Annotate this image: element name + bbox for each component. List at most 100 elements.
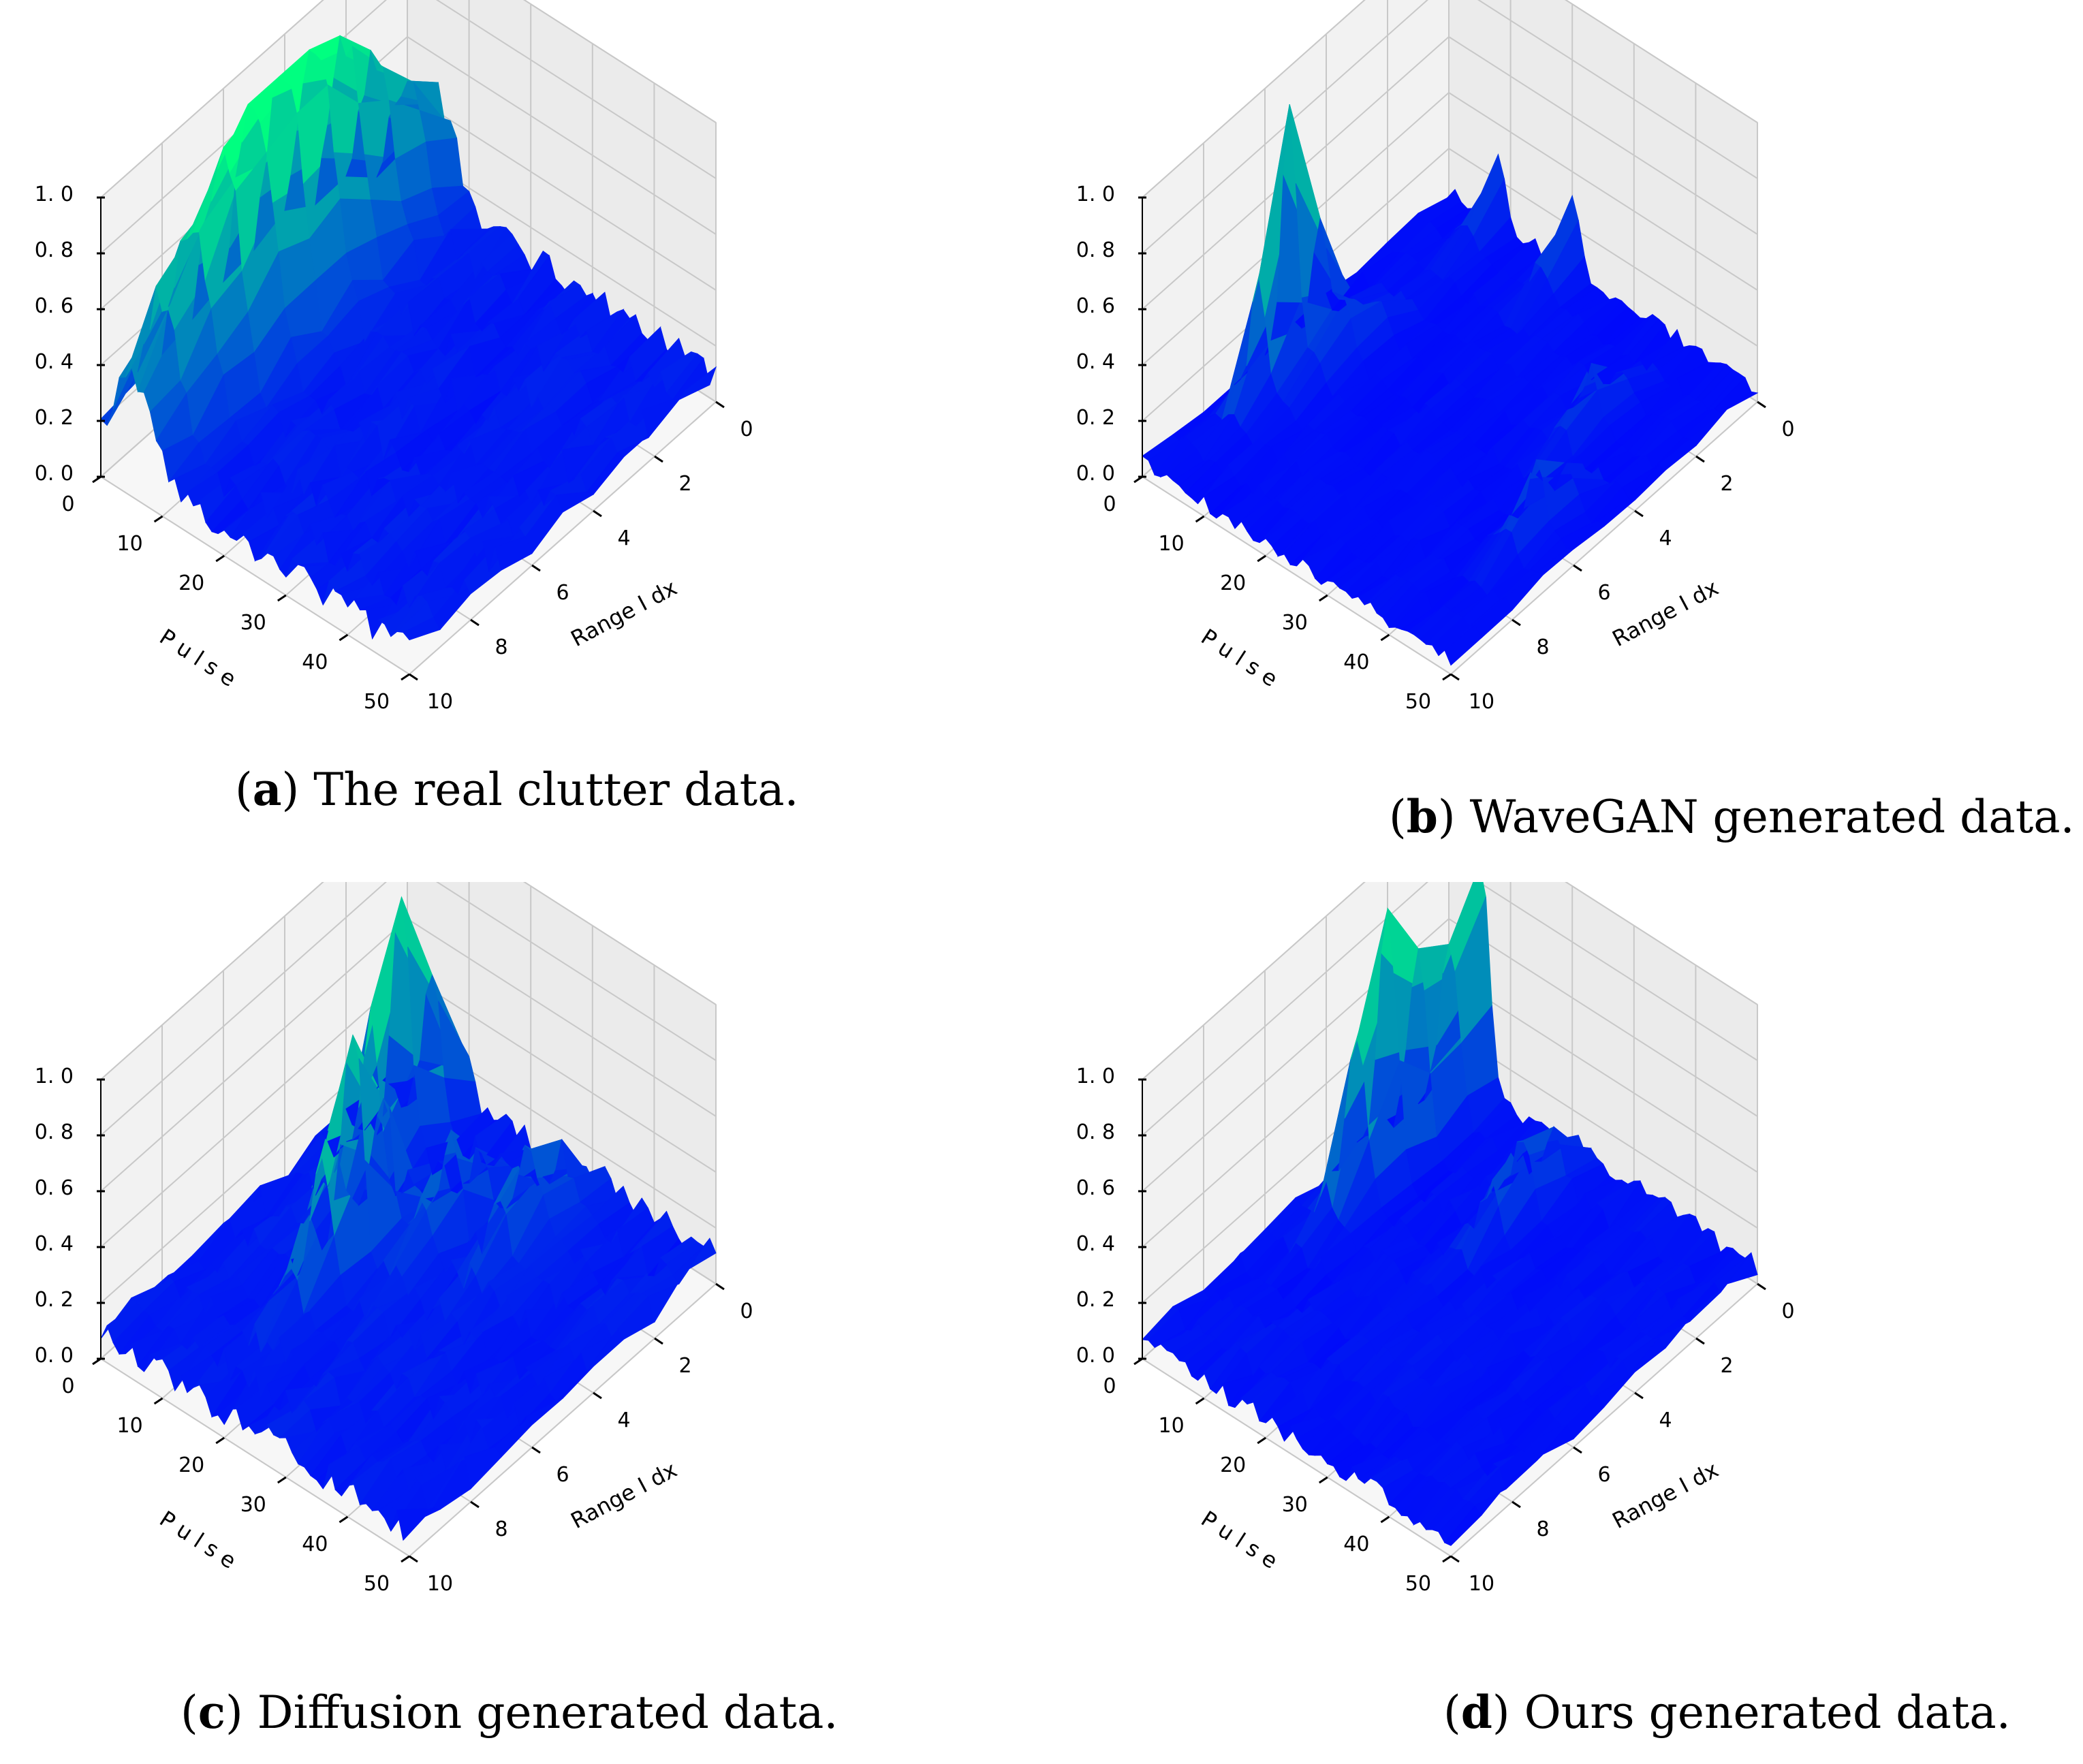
pulse-tick-label: 50 xyxy=(1405,690,1431,714)
range-tick-mark xyxy=(1757,1282,1766,1291)
caption-d-text: Ours generated data. xyxy=(1524,1686,2011,1739)
z-tick-label: 0. 6 xyxy=(35,1176,74,1200)
surface-cell xyxy=(678,1238,717,1285)
range-tick-label: 2 xyxy=(1720,472,1733,496)
pulse-tick-mark xyxy=(277,594,287,602)
pulse-tick-label: 10 xyxy=(1159,532,1185,556)
pulse-tick-mark xyxy=(1318,1476,1328,1484)
pulse-tick-label: 20 xyxy=(1220,1453,1246,1477)
range-tick-mark xyxy=(654,1337,663,1345)
pulse-tick-label: 0 xyxy=(1103,1374,1116,1398)
pulse-tick-mark xyxy=(153,1397,163,1405)
pulse-axis-label: P u l s e xyxy=(1197,624,1283,692)
pulse-tick-mark xyxy=(277,1476,287,1484)
caption-a-letter: a xyxy=(252,763,282,816)
z-tick-label: 0. 2 xyxy=(35,406,74,430)
range-tick-label: 6 xyxy=(556,1463,569,1487)
caption-b: (b) WaveGAN generated data. xyxy=(1389,790,2075,843)
z-tick-label: 0. 6 xyxy=(1076,294,1115,318)
range-axis-label: Range I dx xyxy=(1608,1457,1723,1534)
pulse-axis-label: P u l s e xyxy=(155,1506,241,1574)
range-tick-label: 6 xyxy=(1597,1463,1610,1487)
z-tick-label: 0. 2 xyxy=(1076,406,1115,430)
caption-a: (a) The real clutter data. xyxy=(235,763,799,816)
range-tick-label: 4 xyxy=(617,526,630,550)
pulse-tick-label: 30 xyxy=(240,611,266,635)
pulse-tick-label: 40 xyxy=(1343,1532,1369,1556)
pulse-tick-label: 40 xyxy=(302,1532,328,1556)
pulse-tick-mark xyxy=(92,475,101,484)
pulse-tick-mark xyxy=(1257,1436,1267,1445)
range-tick-label: 6 xyxy=(556,581,569,605)
pulse-tick-label: 20 xyxy=(178,1453,204,1477)
surface-plot-b: 0. 0 0. 2 0. 4 0. 6 0. 8 1. 0 0 10 20 30 40 50 0 2 4 6 8… xyxy=(1076,0,1795,714)
range-tick-label: 0 xyxy=(1781,1300,1794,1323)
caption-d-letter: d xyxy=(1460,1686,1492,1739)
range-tick-mark xyxy=(1573,1446,1582,1454)
pulse-tick-label: 50 xyxy=(1405,1572,1431,1596)
surface-plot-a: 0. 0 0. 2 0. 4 0. 6 0. 8 1. 0 0 10 20 30 40 50 0 2 4 6 8… xyxy=(35,0,753,714)
pulse-tick-mark xyxy=(215,554,225,563)
surface xyxy=(1142,104,1759,666)
pulse-tick-label: 10 xyxy=(117,1414,143,1438)
pulse-axis-label: P u l s e xyxy=(1197,1506,1283,1574)
z-tick-label: 0. 0 xyxy=(35,1344,74,1368)
caption-b-text: WaveGAN generated data. xyxy=(1469,791,2075,843)
panel-d: 0. 0 0. 2 0. 4 0. 6 0. 8 1. 0 0 10 20 30 40 50 0 2 4 6 8… xyxy=(1042,882,2083,1764)
range-tick-label: 8 xyxy=(1536,635,1549,659)
range-tick-mark xyxy=(470,1500,480,1509)
range-tick-mark xyxy=(1695,455,1705,463)
range-tick-mark xyxy=(715,400,725,409)
z-tick-label: 1. 0 xyxy=(35,183,74,206)
z-tick-label: 0. 8 xyxy=(1076,238,1115,262)
z-tick-label: 1. 0 xyxy=(35,1065,74,1088)
z-tick-label: 0. 6 xyxy=(1076,1176,1115,1200)
surface-cell xyxy=(1720,391,1759,413)
z-tick-label: 0. 4 xyxy=(35,1232,74,1256)
pulse-tick-mark xyxy=(401,673,410,681)
pulse-tick-mark xyxy=(1257,554,1267,563)
pulse-tick-mark xyxy=(401,1555,410,1563)
grid-z xyxy=(1142,882,1758,1136)
grid-z xyxy=(100,0,717,198)
range-tick-mark xyxy=(409,1555,418,1563)
pulse-tick-label: 20 xyxy=(1220,571,1246,595)
z-tick-label: 0. 2 xyxy=(1076,1288,1115,1312)
pulse-tick-mark xyxy=(1133,1357,1143,1366)
caption-c-text: Diffusion generated data. xyxy=(257,1686,839,1739)
range-tick-mark xyxy=(1757,400,1766,409)
z-tick-label: 1. 0 xyxy=(1076,183,1115,206)
pulse-axis-label: P u l s e xyxy=(155,624,241,692)
pulse-tick-mark xyxy=(1195,515,1205,523)
range-tick-label: 0 xyxy=(740,418,753,441)
pulse-tick-mark xyxy=(1380,1515,1390,1524)
range-tick-mark xyxy=(1695,1337,1705,1345)
pulse-tick-label: 40 xyxy=(1343,650,1369,674)
surface-plot-d: 0. 0 0. 2 0. 4 0. 6 0. 8 1. 0 0 10 20 30 40 50 0 2 4 6 8… xyxy=(1076,882,1795,1596)
range-tick-label: 0 xyxy=(1781,418,1794,441)
range-tick-mark xyxy=(1634,1391,1644,1400)
pulse-tick-mark xyxy=(92,1357,101,1366)
range-tick-mark xyxy=(531,1446,541,1454)
range-tick-label: 10 xyxy=(427,1572,453,1596)
grid-z xyxy=(100,882,717,1136)
pulse-tick-mark xyxy=(1442,1555,1452,1563)
panel-b: 0. 0 0. 2 0. 4 0. 6 0. 8 1. 0 0 10 20 30 40 50 0 2 4 6 8… xyxy=(1042,0,2083,882)
range-tick-label: 4 xyxy=(1659,1408,1672,1432)
caption-c: (c) Diffusion generated data. xyxy=(181,1686,839,1739)
surface-cell xyxy=(1720,1252,1758,1293)
pulse-tick-label: 40 xyxy=(302,650,328,674)
range-tick-label: 10 xyxy=(1469,1572,1494,1596)
pulse-tick-label: 20 xyxy=(178,571,204,595)
range-axis-label: Range I dx xyxy=(567,1457,681,1534)
range-tick-label: 2 xyxy=(1720,1354,1733,1378)
range-tick-label: 2 xyxy=(678,1354,691,1378)
z-tick-label: 0. 4 xyxy=(35,350,74,374)
pulse-tick-mark xyxy=(215,1436,225,1445)
range-tick-label: 2 xyxy=(678,472,691,496)
range-tick-mark xyxy=(593,1391,602,1400)
caption-c-letter: c xyxy=(198,1686,225,1739)
pulse-tick-mark xyxy=(1318,594,1328,602)
pulse-tick-mark xyxy=(339,1515,349,1524)
caption-a-text: The real clutter data. xyxy=(313,763,799,816)
